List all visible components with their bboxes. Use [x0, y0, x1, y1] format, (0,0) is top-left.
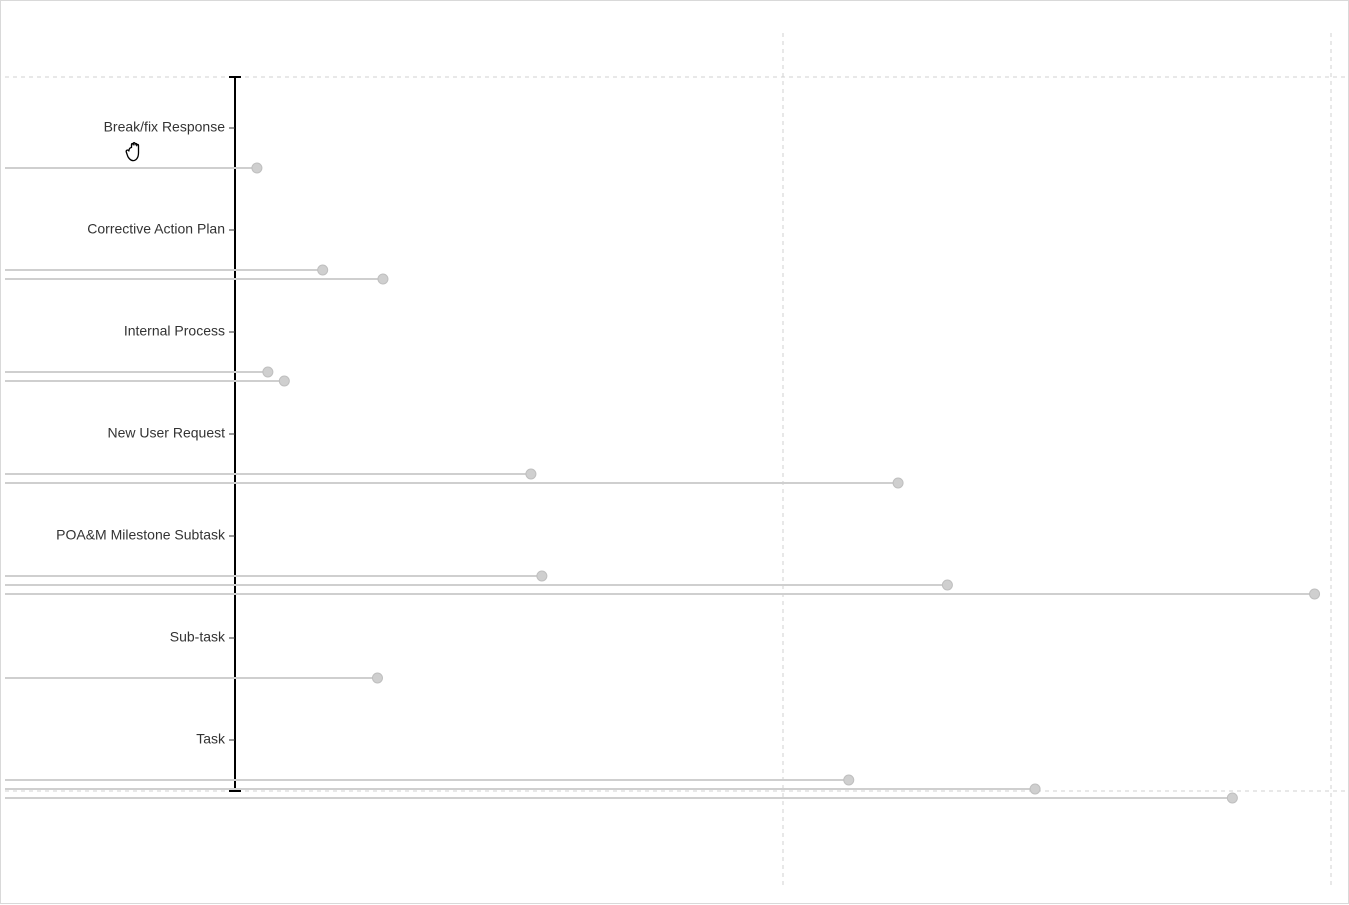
lollipop-marker: [1030, 784, 1040, 794]
category-label: Break/fix Response: [104, 119, 226, 135]
chart-frame: Break/fix Response Corrective Action Plan…: [0, 0, 1349, 904]
category-label: POA&M Milestone Subtask: [56, 527, 226, 543]
category-label: New User Request: [108, 425, 226, 441]
category-label: Sub-task: [170, 629, 226, 645]
lollipop-chart-svg: Break/fix Response Corrective Action Plan…: [1, 1, 1349, 905]
lollipop-marker: [252, 163, 262, 173]
lollipop-marker: [318, 265, 328, 275]
lollipop-marker: [263, 367, 273, 377]
lollipop-marker: [537, 571, 547, 581]
category-label: Task: [196, 731, 226, 747]
lollipop-marker: [893, 478, 903, 488]
lollipop-marker: [279, 376, 289, 386]
lollipop-marker: [1227, 793, 1237, 803]
category-label: Internal Process: [124, 323, 225, 339]
chart-plot-area[interactable]: Break/fix Response Corrective Action Plan…: [1, 1, 1348, 903]
lollipop-marker: [378, 274, 388, 284]
lollipop-marker: [942, 580, 952, 590]
lollipop-marker: [1310, 589, 1320, 599]
lollipop-marker: [372, 673, 382, 683]
lollipop-marker: [526, 469, 536, 479]
lollipop-marker: [844, 775, 854, 785]
category-label: Corrective Action Plan: [87, 221, 225, 237]
